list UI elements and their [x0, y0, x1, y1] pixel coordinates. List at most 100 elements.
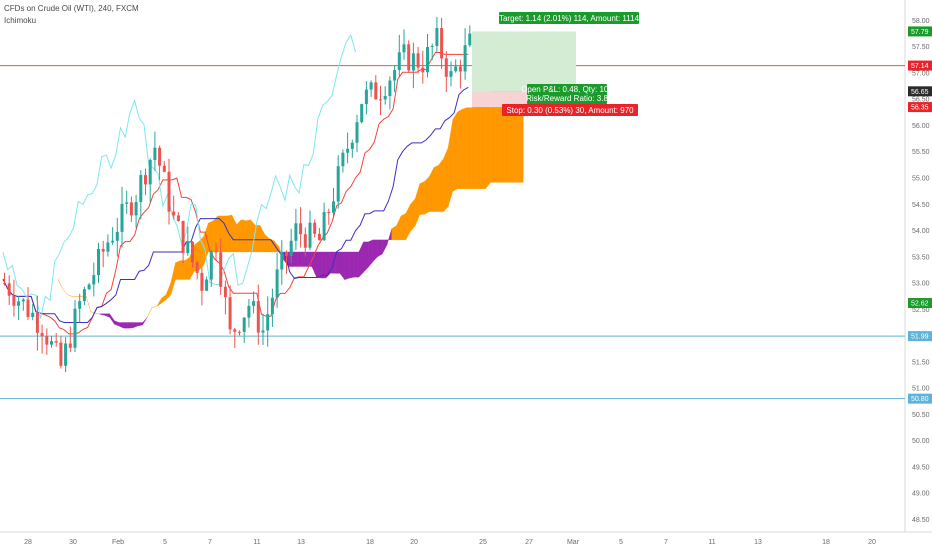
- kijun-sen-line: [2, 86, 469, 323]
- candle-down: [68, 343, 72, 348]
- kumo-segment: [147, 307, 153, 318]
- price-tick: 54.50: [912, 202, 930, 209]
- price-tag-57.79: 57.79: [911, 29, 929, 36]
- candle-down: [421, 67, 425, 73]
- candle-down: [26, 299, 30, 317]
- indicator-label[interactable]: Ichimoku: [4, 16, 37, 25]
- candle-up: [383, 95, 387, 100]
- pnl-label: Open P&L: 0.48, Qty: 100: [521, 85, 613, 94]
- candle-up: [78, 301, 82, 309]
- time-tick: 30: [69, 539, 77, 546]
- candle-up: [50, 341, 53, 345]
- time-tick: 5: [619, 539, 623, 546]
- kumo-segment: [339, 251, 345, 281]
- candle-down: [285, 251, 288, 256]
- kumo-segment: [471, 105, 477, 189]
- price-tag-57.14: 57.14: [911, 63, 929, 70]
- candle-up: [115, 231, 119, 241]
- kumo-segment: [165, 282, 171, 301]
- time-tick: 7: [208, 539, 212, 546]
- candle-down: [195, 262, 199, 273]
- rr-label: Risk/Reward Ratio: 3.8: [526, 94, 608, 103]
- time-tick: Feb: [112, 539, 124, 546]
- candle-up: [388, 80, 392, 96]
- kumo-segment: [330, 251, 336, 274]
- candle-up: [31, 312, 35, 317]
- candle-up: [294, 223, 298, 241]
- candle-down: [303, 234, 307, 248]
- candle-down: [59, 342, 63, 366]
- candle-up: [73, 308, 77, 348]
- kumo-segment: [100, 313, 106, 316]
- stop-label-bg: [502, 104, 638, 116]
- time-tick: 11: [708, 539, 715, 546]
- candle-up: [280, 251, 284, 270]
- kumo-segment: [62, 288, 68, 295]
- kumo-segment: [443, 147, 449, 212]
- pnl-box-bg: [527, 84, 607, 104]
- candle-up: [289, 240, 293, 256]
- position-labels: Target: 1.14 (2.01%) 114, Amount: 1114 Op…: [499, 12, 640, 116]
- time-tick: 18: [366, 539, 374, 546]
- target-zone[interactable]: [472, 31, 576, 92]
- candle-down: [172, 211, 176, 216]
- candle-up: [355, 122, 359, 143]
- price-tick: 53.50: [912, 254, 930, 261]
- candle-down: [129, 202, 133, 216]
- chart-symbol-title: CFDs on Crude Oil (WTI), 240, FXCM: [4, 4, 139, 13]
- kumo-segment: [133, 322, 139, 328]
- kumo-segment: [104, 313, 110, 318]
- candle-up: [468, 33, 472, 46]
- candle-up: [82, 289, 86, 302]
- candle-up: [186, 241, 190, 254]
- candle-up: [111, 240, 115, 243]
- kumo-segment: [231, 214, 237, 253]
- price-tag-bg: [908, 60, 932, 71]
- kumo-segment: [410, 198, 416, 232]
- candle-up: [97, 248, 100, 276]
- candle-up: [449, 71, 453, 77]
- candle-down: [317, 233, 321, 241]
- kumo-segment: [476, 104, 482, 189]
- grid: [0, 0, 932, 533]
- time-tick: 20: [410, 539, 418, 546]
- candle-down: [458, 66, 462, 72]
- candle-down: [440, 28, 444, 59]
- kumo-segment: [297, 251, 303, 267]
- price-axis: 58.00 57.50 57.00 56.50 56.00 55.50 55.00 54.50…: [908, 18, 932, 524]
- candle-down: [35, 312, 39, 333]
- kumo-segment: [67, 294, 73, 297]
- kumo-segment: [415, 183, 421, 226]
- kumo-segment: [353, 251, 359, 278]
- price-tick: 56.50: [912, 97, 930, 104]
- candle-up: [153, 147, 157, 160]
- candle-down: [176, 215, 180, 221]
- kumo-segment: [175, 260, 181, 280]
- kumo-segment: [128, 322, 134, 329]
- candle-up: [341, 152, 345, 167]
- kumo-segment: [480, 97, 486, 189]
- kumo-segment: [400, 213, 406, 240]
- candle-up: [369, 82, 373, 90]
- kumo-segment: [372, 239, 378, 263]
- kumo-segment: [363, 241, 369, 273]
- tenkan-sen-line: [2, 52, 469, 335]
- candle-up: [21, 299, 25, 302]
- candles: [3, 16, 472, 373]
- kumo-segment: [438, 158, 444, 212]
- candle-down: [228, 297, 232, 330]
- candle-down: [191, 241, 194, 263]
- target-label: Target: 1.14 (2.01%) 114, Amount: 1114: [499, 14, 640, 23]
- candle-up: [92, 275, 96, 285]
- price-tag-bg: [908, 331, 932, 342]
- candle-down: [219, 252, 223, 287]
- kumo-segment: [259, 225, 265, 253]
- candle-up: [209, 251, 213, 280]
- time-axis: 28 30 Feb 5 7 11 13 18 20 25 27 Mar 5 7 11 13 18 20: [24, 539, 876, 546]
- candle-up: [308, 222, 312, 248]
- candle-down: [223, 286, 227, 298]
- price-tick: 50.00: [912, 438, 930, 445]
- kumo-segment: [86, 296, 92, 312]
- candle-up: [205, 279, 209, 291]
